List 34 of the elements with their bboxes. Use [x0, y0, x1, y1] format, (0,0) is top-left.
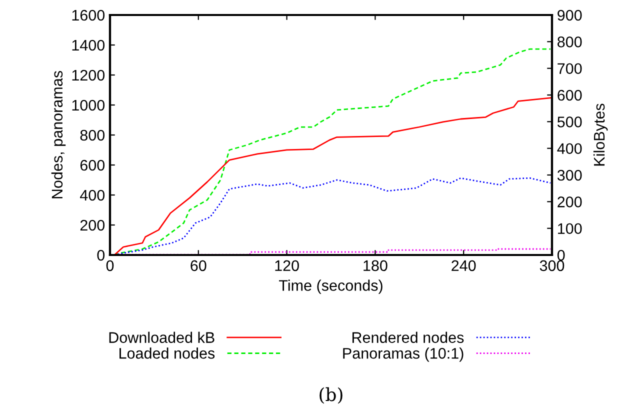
y2-tick-label: 200: [558, 196, 582, 208]
y-tick-label: 600: [80, 160, 105, 171]
y-tick-label: 200: [80, 220, 105, 231]
x-tick-label: 300: [540, 260, 564, 272]
y-axis-title: Nodes, panoramas: [51, 71, 66, 198]
y2-tick-label: 800: [558, 36, 582, 48]
legend-label: Loaded nodes: [120, 348, 215, 359]
y-tick-label: 800: [80, 130, 105, 141]
y2-tick-label: 300: [557, 170, 582, 181]
legend-label: Downloaded kB: [109, 332, 214, 343]
y2-tick-label: 600: [558, 90, 582, 101]
legend-label: Rendered nodes: [352, 332, 464, 343]
x-tick-label: 240: [452, 260, 476, 272]
y2-axis-title: KiloBytes: [593, 104, 608, 166]
x-tick-label: 0: [106, 260, 114, 272]
y-tick-label: 1000: [72, 100, 105, 111]
y2-tick-label: 400: [557, 143, 582, 154]
y2-tick-label: 0: [557, 250, 565, 261]
text: (b): [320, 387, 342, 404]
x-tick-label: 120: [275, 260, 299, 272]
x-tick-label: 180: [364, 260, 388, 272]
y2-tick-label: 700: [558, 63, 582, 74]
y-tick-label: 1600: [72, 10, 105, 21]
x-tick-label: 60: [190, 260, 206, 272]
line-series: [114, 97, 552, 255]
y-tick-label: 1400: [72, 40, 105, 51]
y-tick-label: 0: [97, 250, 105, 261]
y-tick-label: 400: [80, 190, 105, 201]
y2-tick-label: 100: [558, 223, 582, 234]
legend-label: Panoramas (10:1): [343, 348, 464, 362]
x-axis-title: Time (seconds): [278, 280, 382, 294]
y2-tick-label: 500: [557, 116, 582, 128]
y-tick-label: 1200: [72, 70, 105, 81]
y2-tick-label: 900: [558, 10, 582, 21]
